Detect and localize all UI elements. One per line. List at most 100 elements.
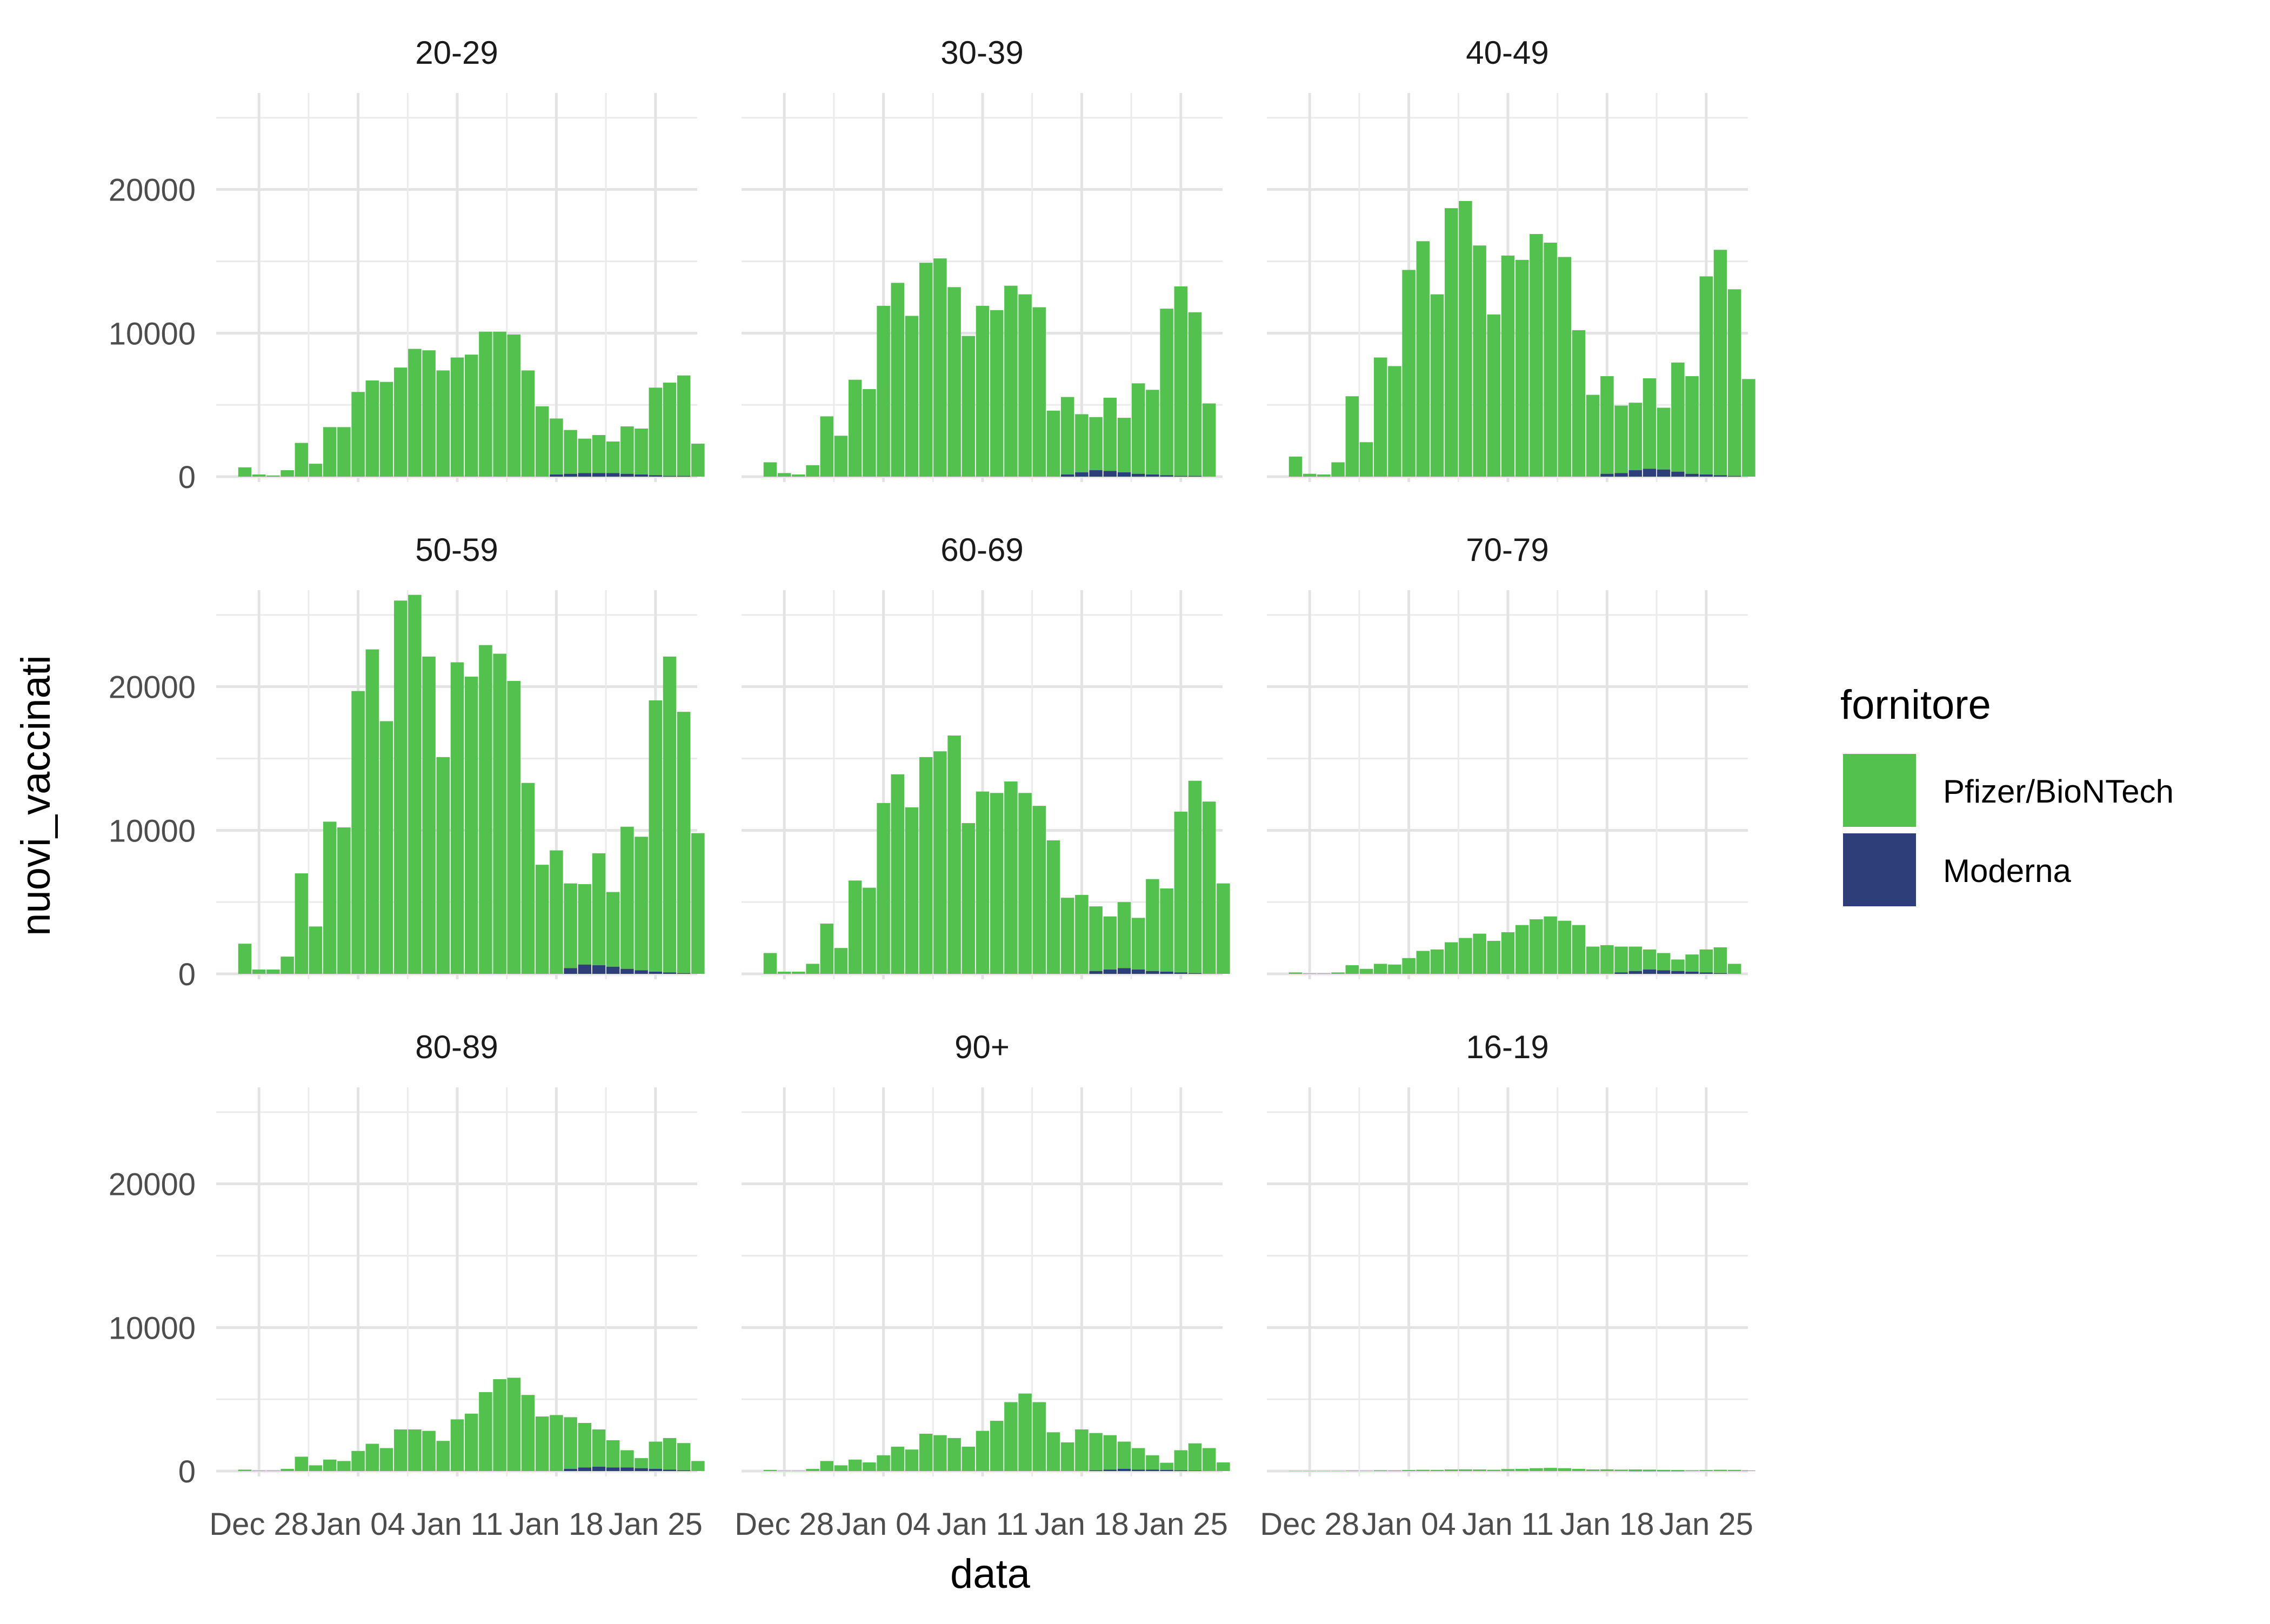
bar-pfizer-30-39-5 (834, 436, 848, 477)
bar-moderna-40-49-23 (1614, 473, 1628, 477)
facet-label-60-69: 60-69 (940, 532, 1023, 568)
bar-moderna-30-39-30 (1188, 476, 1202, 477)
bar-pfizer-80-89-32 (691, 1461, 705, 1471)
bar-pfizer-70-79-19 (1558, 920, 1572, 974)
bar-pfizer-80-89-5 (309, 1465, 323, 1471)
bar-pfizer-30-39-29 (1174, 286, 1188, 476)
bar-moderna-20-29-24 (578, 473, 592, 477)
bar-pfizer-30-39-14 (962, 336, 976, 477)
bar-pfizer-90-27 (1146, 1455, 1159, 1470)
bar-pfizer-50-59-14 (436, 757, 450, 974)
bar-pfizer-20-29-2 (266, 475, 280, 477)
x-tick-label-dec-28: Dec 28 (209, 1507, 309, 1542)
bar-pfizer-50-59-1 (252, 970, 266, 974)
bar-pfizer-80-89-31 (677, 1443, 691, 1471)
bar-moderna-16-19-26 (1657, 1471, 1671, 1472)
bar-pfizer-30-39-0 (763, 462, 777, 477)
bar-pfizer-50-59-23 (564, 883, 577, 968)
bar-pfizer-70-79-16 (1515, 925, 1529, 974)
bar-moderna-80-89-26 (606, 1467, 620, 1471)
bar-moderna-30-39-23 (1089, 470, 1103, 477)
bar-pfizer-90-31 (1202, 1448, 1216, 1471)
facet-label-90: 90+ (954, 1029, 1010, 1065)
x-tick-label-jan-11: Jan 11 (1462, 1507, 1554, 1542)
bar-pfizer-70-79-14 (1487, 940, 1501, 974)
bar-moderna-16-19-25 (1643, 1471, 1657, 1472)
facet-panel-30-39: 30-39 (742, 35, 1223, 482)
bar-pfizer-60-69-5 (834, 948, 848, 974)
bar-pfizer-16-19-31 (1727, 1469, 1741, 1471)
bar-moderna-90-27 (1146, 1469, 1159, 1471)
bar-pfizer-60-69-24 (1103, 916, 1117, 970)
bar-pfizer-20-29-8 (351, 392, 365, 477)
bar-pfizer-16-19-0 (1288, 1471, 1303, 1472)
bar-pfizer-40-49-17 (1530, 234, 1543, 477)
bar-pfizer-30-39-27 (1146, 390, 1159, 475)
bar-moderna-20-29-31 (677, 476, 691, 477)
bar-pfizer-80-89-7 (337, 1461, 351, 1471)
bar-pfizer-90-28 (1160, 1462, 1173, 1470)
bar-pfizer-30-39-28 (1160, 309, 1173, 476)
bar-pfizer-80-89-17 (479, 1392, 492, 1471)
bar-pfizer-20-29-11 (393, 367, 408, 477)
bar-pfizer-30-39-6 (848, 379, 862, 477)
bar-moderna-40-49-25 (1643, 469, 1657, 477)
bar-pfizer-20-29-0 (238, 467, 252, 477)
bar-moderna-50-59-31 (677, 973, 691, 974)
bar-pfizer-40-49-13 (1473, 245, 1486, 477)
bar-moderna-80-89-29 (649, 1469, 663, 1471)
bar-pfizer-80-89-15 (450, 1419, 464, 1471)
bar-pfizer-40-49-30 (1713, 250, 1727, 476)
facet-label-80-89: 80-89 (415, 1029, 498, 1065)
y-tick-label-10000: 10000 (109, 1311, 196, 1346)
bar-pfizer-70-79-6 (1373, 964, 1387, 974)
bar-pfizer-80-89-9 (365, 1443, 379, 1471)
bar-moderna-50-59-28 (635, 970, 648, 974)
bar-pfizer-40-49-27 (1671, 362, 1685, 472)
bar-pfizer-40-49-0 (1288, 456, 1303, 477)
bar-moderna-20-29-23 (564, 473, 577, 477)
bar-moderna-50-59-23 (564, 968, 577, 974)
bar-pfizer-70-79-20 (1572, 925, 1586, 974)
bar-pfizer-70-79-13 (1473, 933, 1486, 974)
facet-label-70-79: 70-79 (1466, 532, 1548, 568)
bar-pfizer-50-59-5 (309, 926, 323, 974)
bar-pfizer-60-69-26 (1131, 918, 1145, 970)
bar-pfizer-60-69-25 (1117, 902, 1131, 968)
bar-pfizer-16-19-10 (1430, 1469, 1444, 1471)
bar-pfizer-20-29-26 (606, 441, 620, 473)
bar-pfizer-90-30 (1188, 1443, 1202, 1471)
bar-pfizer-20-29-4 (295, 443, 309, 477)
bar-pfizer-16-19-17 (1530, 1468, 1543, 1471)
bar-pfizer-50-59-30 (663, 656, 677, 973)
bar-moderna-30-39-28 (1160, 475, 1173, 477)
bar-pfizer-30-39-1 (777, 473, 791, 477)
bar-moderna-70-79-29 (1699, 972, 1713, 974)
bar-pfizer-70-79-29 (1699, 949, 1713, 973)
bar-moderna-60-69-26 (1131, 970, 1145, 974)
bar-moderna-40-49-30 (1713, 475, 1727, 477)
bar-pfizer-60-69-6 (848, 880, 862, 974)
bar-moderna-90-24 (1103, 1469, 1117, 1471)
bar-pfizer-90-0 (763, 1469, 777, 1471)
bar-pfizer-40-49-6 (1373, 357, 1387, 477)
bar-pfizer-80-89-18 (493, 1379, 506, 1471)
bar-pfizer-80-89-30 (663, 1438, 677, 1470)
bar-pfizer-50-59-24 (578, 884, 592, 965)
bar-pfizer-60-69-17 (1004, 781, 1018, 974)
facet-panel-40-49: 40-49 (1267, 35, 1755, 482)
x-tick-label-jan-25: Jan 25 (609, 1507, 703, 1542)
bar-pfizer-70-79-18 (1544, 916, 1557, 974)
bar-pfizer-80-89-4 (295, 1456, 309, 1471)
bar-pfizer-50-59-10 (379, 721, 393, 974)
bar-pfizer-16-19-15 (1501, 1469, 1515, 1471)
bar-pfizer-50-59-3 (281, 957, 294, 974)
bar-pfizer-30-39-13 (947, 287, 961, 477)
bar-pfizer-20-29-14 (436, 370, 450, 477)
bar-pfizer-50-59-11 (393, 600, 408, 974)
bar-pfizer-90-15 (976, 1431, 990, 1471)
bar-pfizer-16-19-11 (1444, 1469, 1458, 1471)
bar-pfizer-50-59-9 (365, 649, 379, 974)
bar-pfizer-50-59-21 (535, 865, 549, 974)
bar-pfizer-50-59-6 (323, 821, 337, 974)
